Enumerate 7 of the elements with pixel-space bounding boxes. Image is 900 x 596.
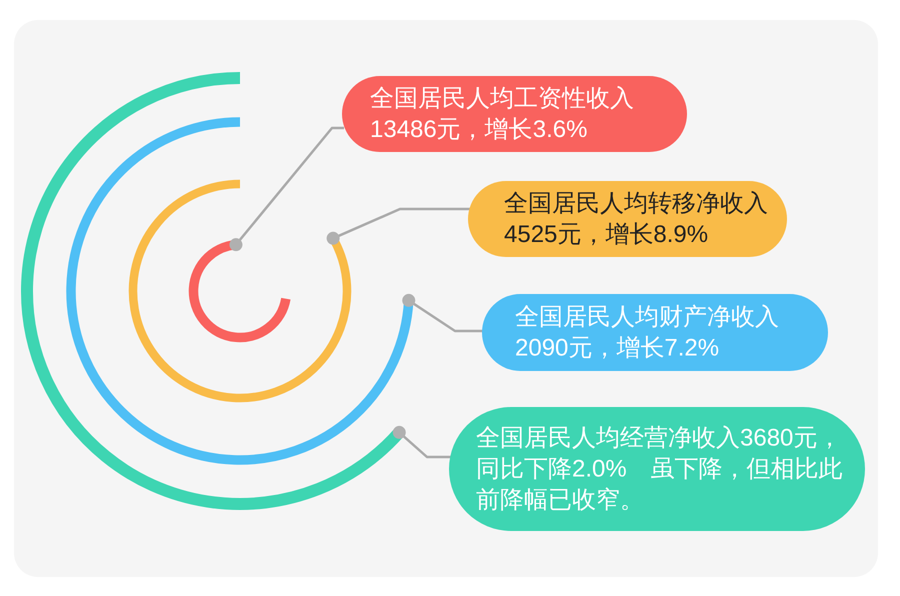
category-label: 全国居民人均转移净收入: [504, 190, 768, 217]
data-label: 4525元，增长8.9%: [504, 221, 708, 248]
data-label: 2090元，增长7.2%: [515, 334, 720, 362]
data-label: 13486元，增长3.6%: [370, 116, 588, 143]
category-label: 全国居民人均工资性收入: [370, 85, 634, 112]
category-label: 全国居民人均财产净收入: [515, 304, 779, 330]
category-label: 全国居民人均经营净收入: [476, 424, 740, 452]
